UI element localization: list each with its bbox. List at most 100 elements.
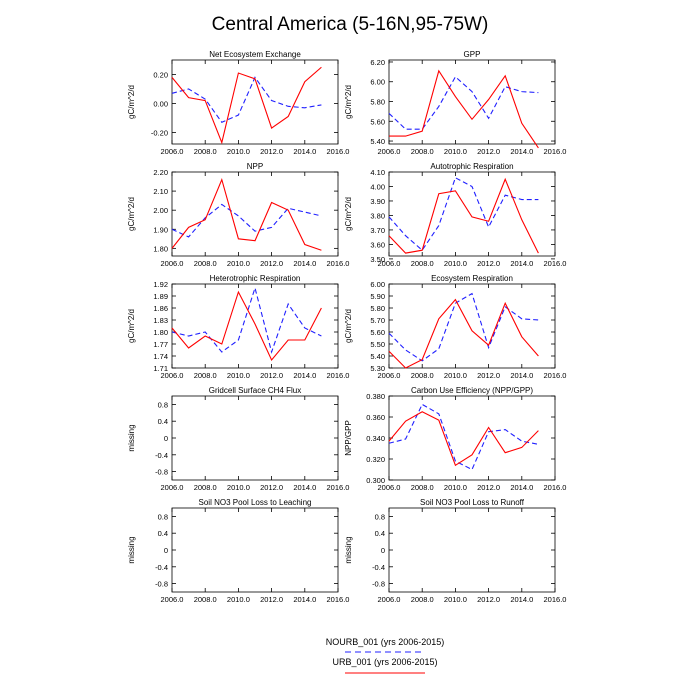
plot-frame [171, 283, 339, 369]
y-axis-label: gC/m^2/d [127, 197, 136, 231]
x-tick-label: 2012.0 [260, 371, 283, 380]
panel-title: Ecosystem Respiration [431, 274, 513, 283]
plot-frame [171, 171, 339, 257]
panel-soil-no3-pool-loss-to-runoff: Soil NO3 Pool Loss to Runoff missing -0.8 -… [344, 498, 566, 604]
x-tick-label: 2016.0 [327, 147, 350, 156]
y-tick-label: 5.80 [370, 98, 385, 107]
plot-frame [388, 59, 556, 145]
y-tick-label: 1.83 [153, 316, 168, 325]
x-tick-label: 2014.0 [510, 371, 533, 380]
x-tick-label: 2012.0 [260, 147, 283, 156]
y-tick-label: 1.80 [153, 328, 168, 337]
y-tick-label: 1.71 [153, 364, 168, 373]
x-tick-label: 2008.0 [411, 595, 434, 604]
y-tick-label: 0 [164, 434, 168, 443]
panel-npp: NPP gC/m^2/d 1.80 1.90 2.00 2.10 2.20 2006.0 200… [127, 162, 349, 268]
x-tick-label: 2016.0 [327, 483, 350, 492]
y-tick-label: 0.320 [366, 455, 385, 464]
y-axis-label: gC/m^2/d [344, 85, 353, 119]
x-tick-label: 2014.0 [293, 595, 316, 604]
y-tick-label: 5.60 [370, 328, 385, 337]
plot-frame [388, 507, 556, 593]
plot-frame [388, 171, 556, 257]
y-tick-label: 6.00 [370, 78, 385, 87]
x-tick-label: 2010.0 [227, 147, 250, 156]
y-tick-label: 3.70 [370, 226, 385, 235]
legend: NOURB_001 (yrs 2006-2015) URB_001 (yrs 2… [326, 637, 444, 674]
y-tick-label: -0.8 [155, 580, 168, 589]
x-tick-label: 2010.0 [444, 259, 467, 268]
x-tick-label: 2006.0 [161, 259, 184, 268]
y-tick-label: 2.20 [153, 168, 168, 177]
x-tick-label: 2012.0 [260, 595, 283, 604]
series-line-urb [388, 298, 539, 369]
x-tick-label: 2014.0 [293, 371, 316, 380]
y-tick-label: -0.8 [372, 580, 385, 589]
y-tick-label: 6.20 [370, 58, 385, 67]
panel-title: Heterotrophic Respiration [210, 274, 301, 283]
y-tick-label: 3.90 [370, 197, 385, 206]
x-tick-label: 2012.0 [477, 259, 500, 268]
y-tick-label: 0.4 [375, 529, 385, 538]
x-tick-label: 2010.0 [227, 371, 250, 380]
y-tick-label: 5.40 [370, 137, 385, 146]
x-tick-label: 2006.0 [378, 147, 401, 156]
panel-soil-no3-pool-loss-to-leaching: Soil NO3 Pool Loss to Leaching missing -0.… [127, 498, 349, 604]
x-tick-label: 2012.0 [477, 147, 500, 156]
x-tick-label: 2006.0 [378, 371, 401, 380]
y-tick-label: 5.80 [370, 304, 385, 313]
x-tick-label: 2014.0 [510, 147, 533, 156]
y-tick-label: 0.340 [366, 434, 385, 443]
panel-autotrophic-respiration: Autotrophic Respiration gC/m^2/d 3.50 3.60 3… [344, 162, 566, 268]
panel-net-ecosystem-exchange: Net Ecosystem Exchange gC/m^2/d -0.20 0.00 0… [127, 50, 349, 156]
x-tick-label: 2014.0 [510, 483, 533, 492]
y-tick-label: 0.8 [158, 512, 168, 521]
y-tick-label: 0.300 [366, 476, 385, 485]
y-tick-label: 5.70 [370, 316, 385, 325]
y-tick-label: 6.00 [370, 280, 385, 289]
plot-frame [388, 283, 556, 369]
panel-gridcell-surface-ch4-flux: Gridcell Surface CH4 Flux missing -0.8 -0.4… [127, 386, 349, 492]
panel-title: Soil NO3 Pool Loss to Runoff [420, 498, 525, 507]
x-tick-label: 2014.0 [510, 259, 533, 268]
x-tick-label: 2016.0 [544, 595, 567, 604]
panel-title: Soil NO3 Pool Loss to Leaching [199, 498, 312, 507]
x-tick-label: 2008.0 [411, 147, 434, 156]
x-tick-label: 2006.0 [378, 595, 401, 604]
panel-title: GPP [464, 50, 481, 59]
y-tick-label: 5.30 [370, 364, 385, 373]
y-axis-label: gC/m^2/d [344, 309, 353, 343]
series-line-nourb [171, 76, 322, 123]
y-axis-label: missing [127, 424, 136, 451]
x-tick-label: 2012.0 [477, 483, 500, 492]
x-tick-label: 2008.0 [194, 483, 217, 492]
x-tick-label: 2016.0 [544, 259, 567, 268]
y-tick-label: 0.4 [158, 529, 168, 538]
x-tick-label: 2008.0 [411, 371, 434, 380]
series-line-urb [389, 69, 539, 149]
series-line-nourb [171, 286, 322, 354]
y-axis-label: gC/m^2/d [127, 85, 136, 119]
plot-frame [171, 59, 339, 145]
y-tick-label: 3.60 [370, 240, 385, 249]
y-tick-label: 3.50 [370, 255, 385, 264]
y-tick-label: 0.8 [375, 512, 385, 521]
panel-title: NPP [247, 162, 263, 171]
series-line-urb [388, 177, 539, 254]
x-tick-label: 2008.0 [411, 259, 434, 268]
y-axis-label: missing [344, 536, 353, 563]
x-tick-label: 2006.0 [161, 371, 184, 380]
x-tick-label: 2008.0 [194, 259, 217, 268]
x-tick-label: 2008.0 [194, 595, 217, 604]
x-tick-label: 2016.0 [544, 371, 567, 380]
y-axis-label: NPP/GPP [344, 420, 353, 456]
y-tick-label: 0.360 [366, 413, 385, 422]
series-line-nourb [388, 177, 539, 252]
x-tick-label: 2014.0 [293, 259, 316, 268]
y-tick-label: 0 [164, 546, 168, 555]
y-tick-label: 0 [381, 546, 385, 555]
panel-heterotrophic-respiration: Heterotrophic Respiration gC/m^2/d 1.71 1.7… [127, 274, 349, 380]
y-tick-label: -0.20 [151, 128, 168, 137]
x-tick-label: 2016.0 [544, 483, 567, 492]
